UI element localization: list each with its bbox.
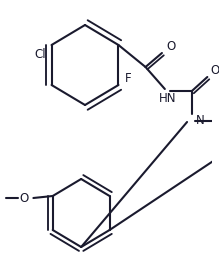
Text: Cl: Cl (34, 48, 46, 61)
Text: HN: HN (159, 91, 177, 104)
Text: O: O (19, 193, 28, 206)
Text: N: N (196, 114, 205, 127)
Text: O: O (166, 40, 175, 53)
Text: F: F (125, 73, 131, 86)
Text: O: O (210, 63, 219, 76)
